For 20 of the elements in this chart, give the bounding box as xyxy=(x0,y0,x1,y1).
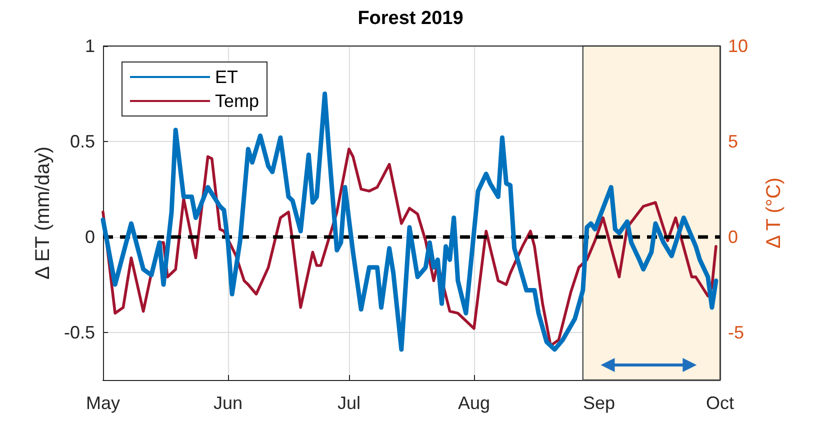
x-tick-label: Jun xyxy=(213,393,243,413)
x-tick-label: Oct xyxy=(706,393,734,413)
chart-title: Forest 2019 xyxy=(358,8,464,29)
y2-axis-title: Δ T (°C) xyxy=(763,178,785,248)
y-axis-title: Δ ET (mm/day) xyxy=(32,146,54,280)
line-series xyxy=(100,91,718,352)
y-tick-label: -0.5 xyxy=(64,322,95,342)
legend-label: ET xyxy=(215,67,238,87)
legend-label: Temp xyxy=(215,91,260,111)
y2-tick-label: 10 xyxy=(728,36,748,56)
y-tick-label: 1 xyxy=(84,36,95,56)
x-tick-label: May xyxy=(86,393,120,413)
y-tick-label: 0 xyxy=(84,226,95,247)
y-tick-label: 0.5 xyxy=(70,131,95,152)
x-tick-label: Aug xyxy=(458,393,490,413)
y2-tick-label: -5 xyxy=(728,322,744,342)
x-tick-label: Jul xyxy=(337,393,360,413)
y2-tick-label: 0 xyxy=(728,226,738,247)
y2-tick-label: 5 xyxy=(728,131,738,152)
x-tick-label: Sep xyxy=(583,393,616,413)
